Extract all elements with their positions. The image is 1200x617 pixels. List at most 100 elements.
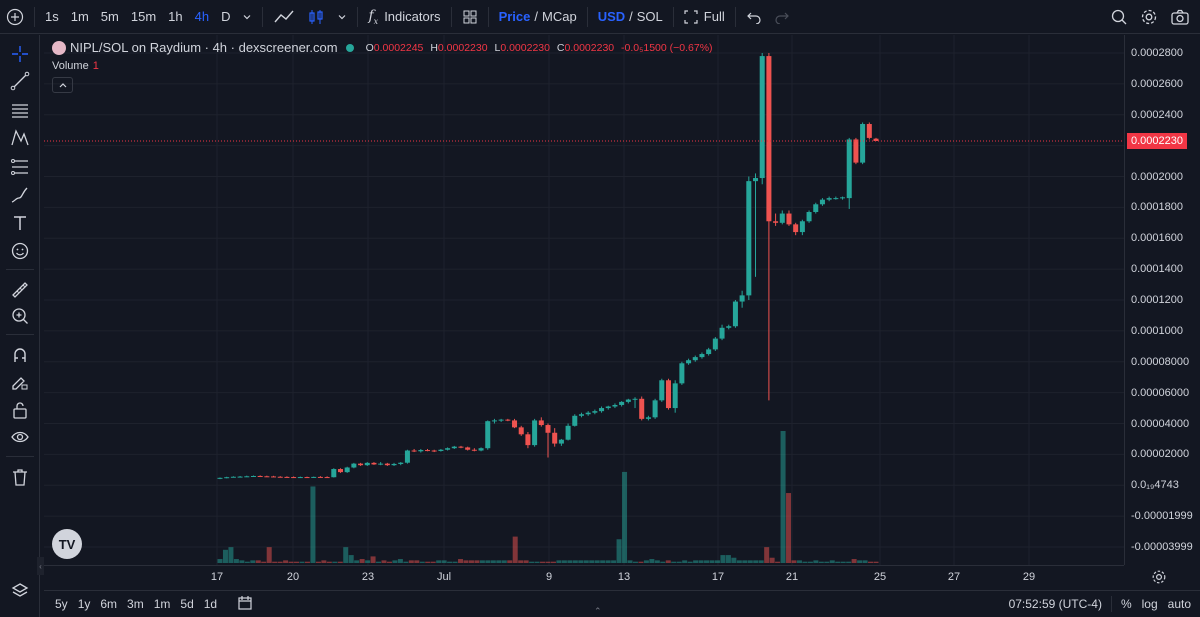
collapse-legend-button[interactable] (52, 77, 73, 93)
interval-dropdown[interactable] (236, 0, 258, 34)
auto-scale-toggle[interactable]: auto (1167, 597, 1191, 611)
indicators-button[interactable]: fx Indicators (362, 0, 446, 34)
toolbar-divider (734, 6, 736, 27)
add-symbol-button[interactable] (0, 0, 30, 34)
volume-bar (600, 560, 606, 563)
chart-pane[interactable]: NIPL/SOL on Raydium · 4h · dexscreener.c… (44, 35, 1124, 565)
candle-body (237, 476, 243, 478)
candle-body (438, 449, 444, 451)
range-1y[interactable]: 1y (77, 597, 91, 611)
interval-4h[interactable]: 4h (194, 9, 210, 24)
line-chart-type-button[interactable] (267, 0, 301, 34)
candle-body (431, 450, 437, 452)
percent-scale-toggle[interactable]: % (1120, 597, 1132, 611)
candle-chart-type-button[interactable] (301, 0, 331, 34)
redo-button[interactable] (768, 0, 796, 34)
volume-bar (693, 560, 699, 563)
time-axis[interactable]: 17 20 23 Jul 9 13 17 21 25 27 29 (44, 565, 1124, 589)
tradingview-logo[interactable]: TV (52, 529, 82, 559)
volume-bar (277, 561, 283, 563)
magnet-tool[interactable] (8, 343, 32, 367)
volume-bar (698, 560, 704, 563)
usd-sol-toggle[interactable]: USD / SOL (592, 0, 669, 34)
interval-1h[interactable]: 1h (168, 9, 183, 24)
snapshot-button[interactable] (1164, 0, 1196, 34)
price-tick-label: 0.0001800 (1131, 201, 1183, 214)
volume-bar (299, 561, 305, 563)
chart-type-dropdown[interactable] (331, 0, 353, 34)
object-tree-button[interactable] (8, 579, 32, 603)
volume-bar (326, 561, 332, 563)
expand-panel-handle[interactable]: ⌃ (594, 606, 602, 616)
crosshair-tool[interactable] (8, 42, 32, 66)
ohlc-values: O0.0002245 H0.0002230 L0.0002230 C0.0002… (365, 41, 713, 54)
hide-drawings-tool[interactable] (8, 425, 32, 449)
volume-bar (365, 560, 371, 563)
volume-bar (233, 559, 239, 563)
volume-bar (736, 560, 742, 563)
volume-bar (643, 560, 649, 563)
volume-bar (829, 560, 835, 563)
candle-body (552, 432, 558, 444)
range-5d[interactable]: 5d (180, 597, 194, 611)
price-axis[interactable]: 0.00028000.00026000.00024000.00022000.00… (1124, 35, 1200, 565)
undo-button[interactable] (740, 0, 768, 34)
volume-bar (283, 560, 289, 563)
time-tick-label: 17 (711, 571, 725, 583)
text-tool[interactable] (8, 211, 32, 235)
interval-D[interactable]: D (221, 9, 231, 24)
trend-line-tool[interactable] (8, 69, 32, 93)
candle-body (304, 477, 310, 479)
log-scale-toggle[interactable]: log (1141, 597, 1158, 611)
time-tick-label: 25 (873, 571, 887, 583)
range-1m[interactable]: 1m (153, 597, 171, 611)
interval-1s[interactable]: 1s (45, 9, 59, 24)
range-1d[interactable]: 1d (203, 597, 218, 611)
price-mcap-toggle[interactable]: Price / MCap (493, 0, 583, 34)
interval-15m[interactable]: 15m (130, 9, 157, 24)
range-6m[interactable]: 6m (100, 597, 118, 611)
volume-bar (463, 560, 469, 563)
price-tick-label: 0.0002600 (1131, 77, 1183, 90)
price-tick-label: -0.00001999 (1131, 510, 1193, 523)
zoom-in-tool[interactable] (8, 304, 32, 328)
volume-bar (594, 560, 600, 563)
candle-body (244, 476, 250, 478)
volume-bar (589, 560, 595, 563)
lock-drawings-tool[interactable] (8, 398, 32, 422)
range-5y[interactable]: 5y (55, 597, 68, 611)
settings-button[interactable] (1134, 0, 1164, 34)
layout-button[interactable] (456, 0, 484, 34)
brush-tool[interactable] (8, 183, 32, 207)
horizontal-lines-tool[interactable] (8, 98, 32, 122)
volume-bar (479, 560, 485, 563)
goto-date-button[interactable] (232, 595, 258, 614)
interval-5m[interactable]: 5m (100, 9, 119, 24)
price-tick-label: 0.0001600 (1131, 232, 1183, 245)
chart-settings-button[interactable] (1150, 568, 1168, 591)
timezone-clock[interactable]: 07:52:59 (UTC-4) (1008, 597, 1102, 611)
pattern-tool[interactable] (8, 126, 32, 150)
stay-in-drawing-tool[interactable] (8, 370, 32, 394)
emoji-tool[interactable] (8, 239, 32, 263)
toolbar-divider (586, 6, 588, 27)
collapse-sidebar-handle[interactable]: ‹ (37, 557, 44, 575)
fib-tool[interactable] (8, 155, 32, 179)
candle-body (271, 476, 277, 478)
candle-body (692, 357, 698, 361)
fullscreen-button[interactable]: Full (678, 0, 731, 34)
price-tick-label: 0.0002800 (1131, 47, 1183, 59)
range-3m[interactable]: 3m (127, 597, 144, 611)
volume-bar (862, 560, 868, 563)
volume-bar (687, 561, 693, 563)
candle-body (873, 138, 879, 141)
chart-legend: NIPL/SOL on Raydium · 4h · dexscreener.c… (52, 40, 713, 55)
quick-search-button[interactable] (1104, 0, 1134, 34)
measure-tool[interactable] (8, 278, 32, 302)
candle-body (532, 420, 538, 446)
interval-1m[interactable]: 1m (70, 9, 89, 24)
time-tick-label: 17 (210, 571, 224, 583)
horizontal-lines-icon (12, 104, 28, 118)
remove-drawings-tool[interactable] (8, 465, 32, 489)
candle-body (378, 463, 384, 465)
